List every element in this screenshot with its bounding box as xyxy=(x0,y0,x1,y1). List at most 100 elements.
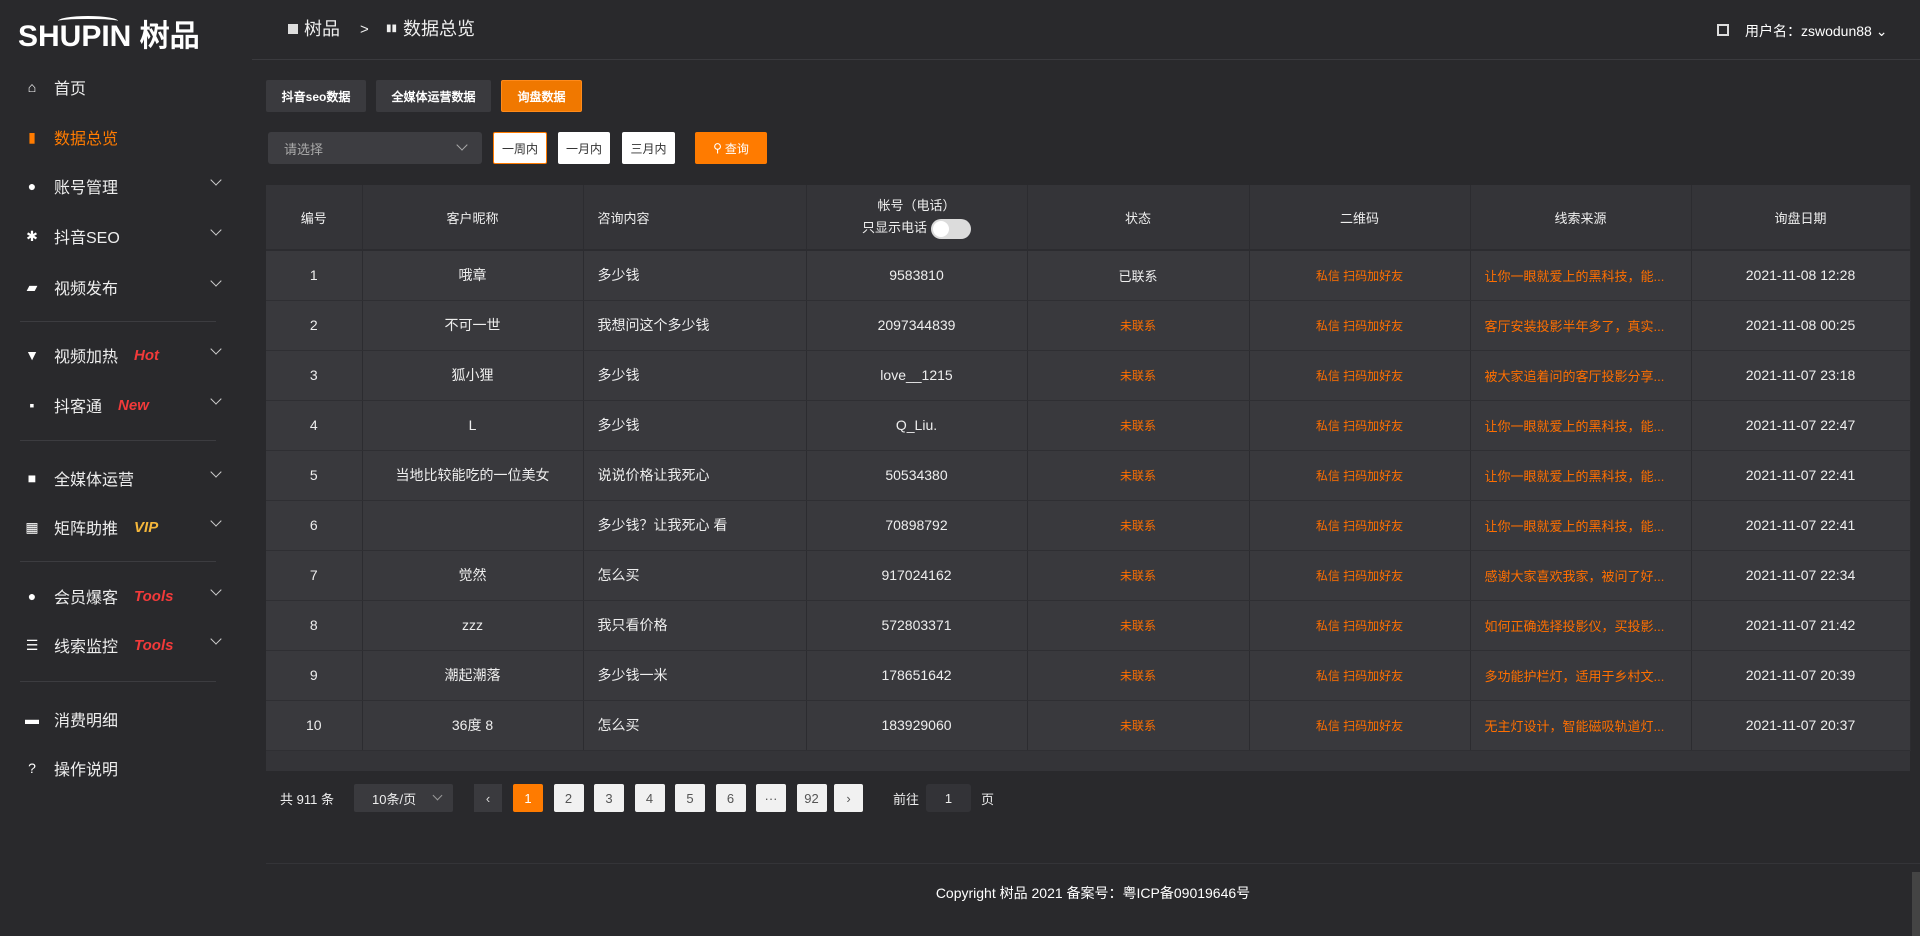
cell-source[interactable]: 让你一眼就爱上的黑科技，能... xyxy=(1470,250,1692,301)
search-button[interactable]: ⚲ 查询 xyxy=(695,132,767,164)
page-button[interactable]: 2 xyxy=(553,784,584,812)
category-select[interactable]: 请选择 xyxy=(268,132,482,164)
page-button[interactable]: 5 xyxy=(675,784,705,812)
cell-date: 2021-11-07 23:18 xyxy=(1691,350,1911,401)
cell-nickname: 觉然 xyxy=(362,550,584,601)
member-icon: ● xyxy=(27,588,37,604)
cell-qrcode-actions[interactable]: 私信 扫码加好友 xyxy=(1249,600,1471,651)
sidebar-item-label: 数据总览 xyxy=(54,131,119,148)
page-button[interactable]: 4 xyxy=(634,784,665,812)
cell-qrcode-actions[interactable]: 私信 扫码加好友 xyxy=(1249,300,1471,351)
range-week-button[interactable]: 一周内 xyxy=(493,132,547,164)
tab-inquiry[interactable]: 询盘数据 xyxy=(501,80,582,112)
wallet-icon: ▬ xyxy=(25,711,39,727)
chevron-down-icon[interactable] xyxy=(210,466,222,478)
cell-qrcode-actions[interactable]: 私信 扫码加好友 xyxy=(1249,550,1471,601)
goto-page-input[interactable]: 1 xyxy=(926,784,971,812)
bar-chart-icon: ▮ xyxy=(28,128,36,145)
cell-source[interactable]: 无主灯设计，智能磁吸轨道灯... xyxy=(1470,700,1692,751)
fullscreen-icon[interactable] xyxy=(1717,24,1729,36)
sidebar-item[interactable]: ▪ 抖客通 New xyxy=(0,385,252,425)
chevron-down-icon[interactable] xyxy=(210,633,222,645)
sidebar-item[interactable]: ⌂ 首页 xyxy=(0,67,252,107)
page-button[interactable]: 1 xyxy=(513,784,543,812)
col-content: 咨询内容 xyxy=(583,185,807,251)
sidebar-item[interactable]: ● 会员爆客 Tools xyxy=(0,576,252,616)
cell-qrcode-actions[interactable]: 私信 扫码加好友 xyxy=(1249,400,1471,451)
home-icon: ⌂ xyxy=(27,79,37,95)
phone-only-toggle[interactable] xyxy=(931,218,971,239)
cell-source[interactable]: 多功能护栏灯，适用于乡村文... xyxy=(1470,650,1692,701)
breadcrumb-current: ▮▮ 数据总览 xyxy=(386,19,476,39)
cell-nickname: 36度 8 xyxy=(362,700,584,751)
sidebar-item[interactable]: ■ 全媒体运营 xyxy=(0,458,252,498)
col-nickname: 客户昵称 xyxy=(362,185,584,251)
cell-account: 917024162 xyxy=(806,550,1028,601)
cell-qrcode-actions[interactable]: 私信 扫码加好友 xyxy=(1249,500,1471,551)
table-row: 5 当地比较能吃的一位美女 说说价格让我死心 50534380 未联系 私信 扫码加好友让… xyxy=(266,450,1911,501)
username-dropdown[interactable]: 用户名：zswodun88 ⌄ xyxy=(1745,23,1888,39)
cell-status: 未联系 xyxy=(1027,350,1250,401)
sidebar-item[interactable]: ▰ 视频发布 xyxy=(0,267,252,307)
sidebar-item[interactable]: ▬ 消费明细 xyxy=(0,699,252,739)
sidebar-item[interactable]: ▮ 数据总览 xyxy=(0,117,252,157)
sidebar-item[interactable]: ● 账号管理 xyxy=(0,166,252,206)
desktop-icon: ■ xyxy=(27,470,37,486)
sidebar-badge: Tools xyxy=(134,636,174,654)
cell-date: 2021-11-08 12:28 xyxy=(1691,250,1911,301)
cell-source[interactable]: 让你一眼就爱上的黑科技，能... xyxy=(1470,450,1692,501)
logo[interactable]: SHUPIN 树品 xyxy=(18,16,238,54)
sidebar-item[interactable]: ▦ 矩阵助推 VIP xyxy=(0,507,252,547)
next-page-button[interactable]: › xyxy=(834,784,863,812)
tab-douyin-seo[interactable]: 抖音seo数据 xyxy=(266,80,366,112)
cell-source[interactable]: 感谢大家喜欢我家，被问了好... xyxy=(1470,550,1692,601)
chevron-down-icon[interactable] xyxy=(210,174,222,186)
sidebar-item[interactable]: ✱ 抖音SEO xyxy=(0,216,252,256)
page-button[interactable]: ··· xyxy=(756,784,786,812)
range-3month-button[interactable]: 三月内 xyxy=(622,132,675,164)
chevron-down-icon[interactable] xyxy=(210,343,222,355)
cell-qrcode-actions[interactable]: 私信 扫码加好友 xyxy=(1249,700,1471,751)
cell-source[interactable]: 让你一眼就爱上的黑科技，能... xyxy=(1470,500,1692,551)
cell-source[interactable]: 让你一眼就爱上的黑科技，能... xyxy=(1470,400,1692,451)
col-id: 编号 xyxy=(266,185,363,251)
cell-source[interactable]: 被大家追着问的客厅投影分享... xyxy=(1470,350,1692,401)
page-size-select[interactable]: 10条/页 xyxy=(354,784,453,812)
sidebar-divider xyxy=(20,321,216,322)
chevron-down-icon[interactable] xyxy=(210,275,222,287)
chevron-down-icon[interactable] xyxy=(210,584,222,596)
range-month-button[interactable]: 一月内 xyxy=(558,132,610,164)
cell-status: 未联系 xyxy=(1027,700,1250,751)
cell-id: 8 xyxy=(266,600,363,651)
page-button[interactable]: 3 xyxy=(594,784,624,812)
chevron-down-icon[interactable] xyxy=(210,393,222,405)
cell-qrcode-actions[interactable]: 私信 扫码加好友 xyxy=(1249,450,1471,501)
table-row: 9 潮起潮落 多少钱一米 178651642 未联系 私信 扫码加好友 多功能护栏灯，适用于… xyxy=(266,650,1911,701)
cell-qrcode-actions[interactable]: 私信 扫码加好友 xyxy=(1249,250,1471,301)
cell-qrcode-actions[interactable]: 私信 扫码加好友 xyxy=(1249,650,1471,701)
table-row: 2 不可一世 我想问这个多少钱 2097344839 未联系 私信 扫码加好友 客厅安装投影… xyxy=(266,300,1911,351)
sidebar-item[interactable]: ? 操作说明 xyxy=(0,748,252,788)
prev-page-button[interactable]: ‹ xyxy=(474,784,502,812)
sidebar-item-label: 操作说明 xyxy=(54,762,119,779)
page-button[interactable]: 6 xyxy=(715,784,746,812)
breadcrumb-home[interactable]: 树品 xyxy=(288,17,340,41)
cell-source[interactable]: 如何正确选择投影仪，买投影... xyxy=(1470,600,1692,651)
search-icon: ⚲ xyxy=(713,141,722,155)
chevron-down-icon[interactable] xyxy=(210,515,222,527)
tab-all-media[interactable]: 全媒体运营数据 xyxy=(376,80,491,112)
cell-status: 未联系 xyxy=(1027,450,1250,501)
cell-date: 2021-11-07 22:34 xyxy=(1691,550,1911,601)
cell-qrcode-actions[interactable]: 私信 扫码加好友 xyxy=(1249,350,1471,401)
page-button[interactable]: 92 xyxy=(796,784,827,812)
sidebar-item[interactable]: ☰ 线索监控 Tools xyxy=(0,625,252,665)
sidebar-divider xyxy=(20,561,216,562)
cell-content: 我想问这个多少钱 xyxy=(583,300,807,351)
table-row: 4 L 多少钱 Q_Liu. 未联系 私信 扫码加好友 让你一眼就爱上的黑科技，能... 20… xyxy=(266,400,1911,451)
copyright: Copyright 树品 2021 备案号：粤ICP备09019646号 xyxy=(935,885,1251,901)
cell-source[interactable]: 客厅安装投影半年多了，真实... xyxy=(1470,300,1692,351)
sidebar-item[interactable]: ▼ 视频加热 Hot xyxy=(0,335,252,375)
col-account: 帐号（电话） 只显示电话 xyxy=(806,185,1028,251)
chevron-down-icon[interactable] xyxy=(210,224,222,236)
scrollbar[interactable] xyxy=(1912,872,1920,936)
